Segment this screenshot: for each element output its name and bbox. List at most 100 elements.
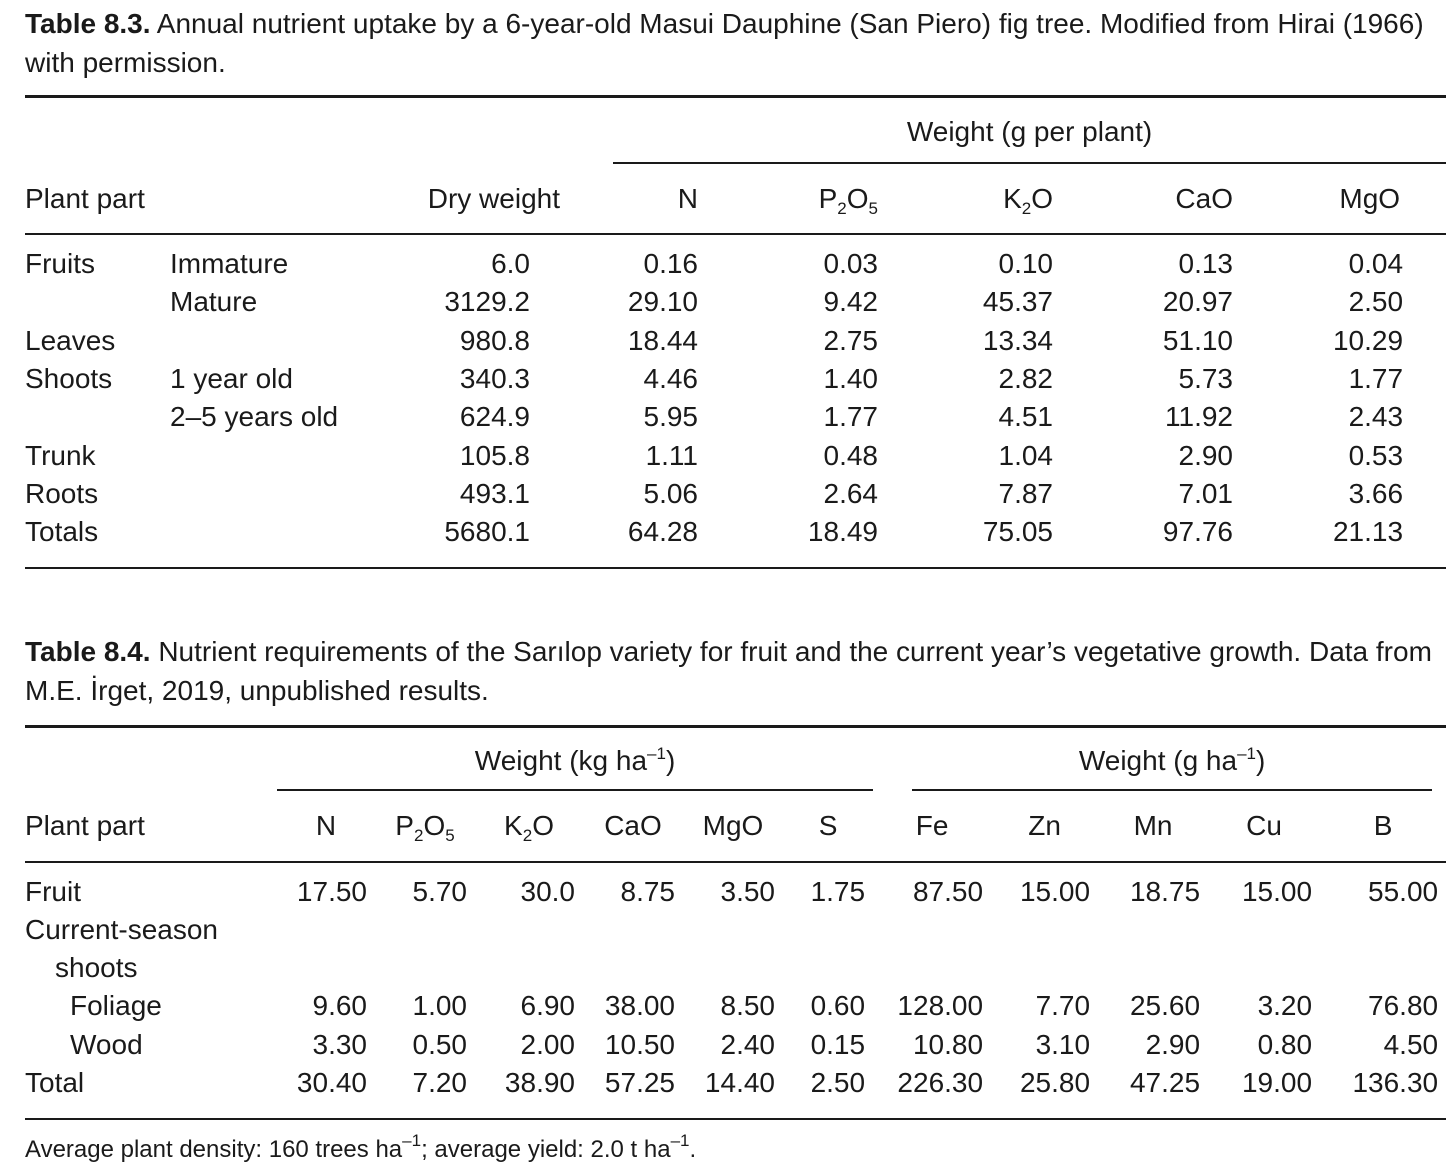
cell [1320, 911, 1446, 987]
column-header: B [1320, 791, 1447, 863]
column-header: N [582, 164, 720, 235]
row-label: Fruits [25, 248, 95, 280]
cell: 624.9 [459, 401, 530, 433]
cell: 18.49 [807, 516, 878, 548]
cell: 17.50 [296, 876, 367, 908]
cell: 5.06 [643, 477, 699, 509]
table-caption: Table 8.3. Annual nutrient uptake by a 6… [25, 4, 1445, 82]
text-run: P [818, 182, 838, 214]
cell: 7.87 [998, 477, 1054, 509]
superscript: –1 [670, 1131, 690, 1150]
column-header: N [277, 791, 375, 863]
cell: 20.97 [1162, 286, 1233, 318]
column-header: MgO [683, 791, 783, 863]
header-row: Plant part N P2O5 K2O CaO MgO S Fe Zn Mn Cu B [25, 791, 1447, 863]
cell [683, 911, 783, 987]
column-header: Cu [1208, 791, 1321, 863]
table-row: Trunk 105.8 1.11 0.48 1.04 2.90 0.53 [25, 436, 1446, 474]
column-header: MgO [1255, 164, 1447, 235]
cell: 18.75 [1129, 876, 1201, 908]
cell: 1.77 [1348, 363, 1404, 395]
cell: 3.50 [720, 876, 776, 908]
table-row: Totals 5680.1 64.28 18.49 75.05 97.76 21.13 [25, 513, 1446, 568]
cell: 3129.2 [444, 286, 530, 318]
cell: 10.50 [604, 1028, 675, 1060]
text-run: . [689, 1136, 697, 1163]
column-header: P2O5 [375, 791, 475, 863]
table-label: Table 8.3. [25, 8, 151, 39]
cell: 6.0 [491, 248, 530, 280]
column-header: Dry weight [400, 164, 582, 235]
cell: 19.00 [1241, 1067, 1313, 1099]
cell: 1.77 [823, 401, 879, 433]
group-header-row: Weight (kg ha–1) Weight (g ha–1) [25, 727, 1446, 791]
cell: 25.80 [1019, 1067, 1091, 1099]
row-label: Current-season shoots [25, 914, 218, 984]
cell [170, 322, 400, 360]
cell: 47.25 [1129, 1067, 1201, 1099]
cell: 38.00 [604, 990, 675, 1022]
cell: 4.46 [643, 363, 699, 395]
cell: 0.60 [810, 990, 866, 1022]
text-run: K [1003, 182, 1022, 214]
group-header: Weight (g per plant) [613, 116, 1447, 164]
row-label [25, 283, 170, 321]
cell: 2.75 [823, 324, 879, 356]
cell: 105.8 [459, 439, 530, 471]
row-label [25, 398, 170, 436]
cell: 1.11 [645, 439, 698, 471]
cell: 64.28 [627, 516, 698, 548]
cell: 0.15 [810, 1028, 866, 1060]
cell [277, 911, 375, 987]
text-run: P [395, 810, 414, 841]
cell: 4.51 [998, 401, 1054, 433]
text-run: O [1031, 182, 1053, 214]
column-header: K2O [900, 164, 1075, 235]
superscript: –1 [647, 744, 666, 763]
cell: 10.80 [912, 1028, 984, 1060]
cell [170, 436, 400, 474]
cell: 15.00 [1241, 876, 1313, 908]
cell: 18.44 [627, 324, 698, 356]
cell: 2.90 [1178, 439, 1234, 471]
subscript: 5 [445, 826, 455, 845]
header-row: Plant part Dry weight N P2O5 K2O CaO MgO [25, 164, 1447, 235]
nutrient-requirements-table: Weight (kg ha–1) Weight (g ha–1) Plant pa… [25, 725, 1447, 1121]
table-row: Mature 3129.2 29.10 9.42 45.37 20.97 2.50 [25, 283, 1446, 321]
table-caption: Table 8.4. Nutrient requirements of the … [25, 632, 1445, 710]
cell: 8.50 [720, 990, 776, 1022]
cell: 87.50 [912, 876, 984, 908]
cell: 38.90 [504, 1067, 575, 1099]
cell: 7.70 [1035, 990, 1091, 1022]
cell: 0.03 [823, 248, 879, 280]
text-run: O [846, 182, 869, 214]
nutrient-uptake-table: Weight (g per plant) Plant part Dry weigh… [25, 95, 1447, 570]
cell: 30.40 [296, 1067, 367, 1099]
column-header: P2O5 [720, 164, 900, 235]
column-header: Fe [873, 791, 992, 863]
cell: 1 year old [170, 363, 293, 395]
row-label: Shoots [25, 363, 113, 395]
text-run: Weight (kg ha [474, 745, 648, 776]
cell: 128.00 [897, 990, 984, 1022]
cell: 55.00 [1368, 876, 1439, 908]
subscript: 2 [413, 826, 424, 845]
cell: 0.53 [1348, 439, 1404, 471]
cell: 14.40 [704, 1067, 775, 1099]
cell: 6.90 [520, 990, 576, 1022]
group-header-row: Weight (g per plant) [25, 97, 1447, 164]
text-run: K [504, 810, 523, 841]
table-row: Shoots 1 year old 340.3 4.46 1.40 2.82 5.73 1.7… [25, 360, 1446, 398]
cell: 7.01 [1178, 477, 1234, 509]
caption-text: Annual nutrient uptake by a 6-year-old M… [25, 8, 1424, 78]
row-label: Wood [70, 1028, 143, 1060]
cell: 2.90 [1145, 1028, 1201, 1060]
cell: 3.30 [312, 1028, 368, 1060]
text-run: O [423, 810, 446, 841]
cell: 493.1 [459, 477, 530, 509]
cell: 0.48 [823, 439, 879, 471]
cell [583, 911, 683, 987]
row-label: Total [25, 1067, 85, 1099]
cell: 226.30 [897, 1067, 984, 1099]
